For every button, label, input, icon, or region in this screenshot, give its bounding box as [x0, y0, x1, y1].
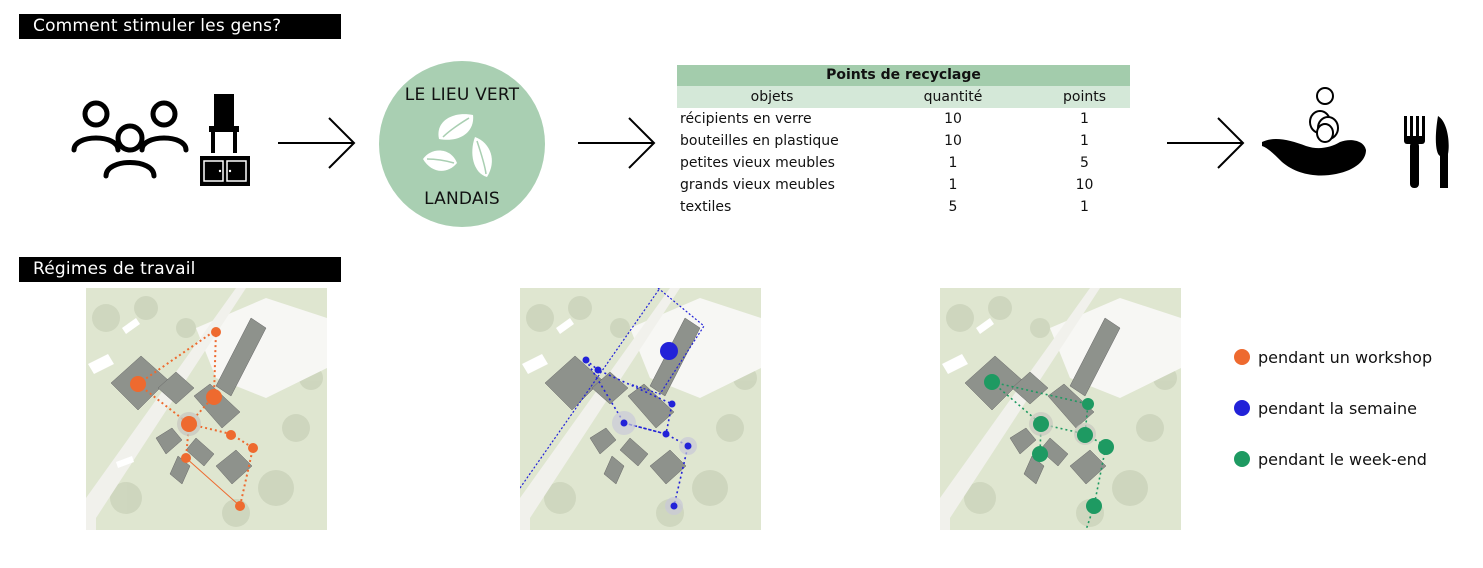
lieu-vert-circle: LE LIEU VERT LANDAIS: [379, 61, 545, 227]
table-cell-object: grands vieux meubles: [680, 177, 835, 193]
table-row: récipients en verre 10 1: [677, 108, 1130, 130]
legend-item-week: pendant la semaine: [1234, 398, 1417, 418]
people-icon: [70, 98, 192, 186]
site-map-weekend: [940, 288, 1181, 530]
table-cell-quantity: 5: [948, 199, 958, 215]
circle-title-line1: LE LIEU VERT: [404, 85, 520, 105]
arrow-right-icon: [576, 116, 658, 174]
table-row: petites vieux meubles 1 5: [677, 152, 1130, 174]
cutlery-icon: [1402, 114, 1450, 194]
table-header-row: objets quantité points: [677, 86, 1130, 108]
recycling-points-table: Points de recyclage objets quantité poin…: [677, 65, 1130, 218]
coin-hand-icon: [1260, 86, 1370, 184]
arrow-right-icon: [1165, 116, 1247, 174]
legend-label-weekend: pendant le week-end: [1258, 449, 1427, 469]
circle-title-line2: LANDAIS: [424, 189, 500, 209]
table-cell-quantity: 1: [948, 155, 958, 171]
table-cell-points: 1: [1080, 111, 1089, 127]
table-header-quantite: quantité: [923, 89, 983, 105]
table-title: Points de recyclage: [677, 65, 1130, 86]
table-cell-quantity: 1: [948, 177, 958, 193]
arrow-right-icon: [276, 116, 358, 174]
table-row: grands vieux meubles 1 10: [677, 174, 1130, 196]
table-cell-quantity: 10: [944, 133, 962, 149]
legend-label-workshop: pendant un workshop: [1258, 347, 1433, 367]
table-cell-object: textiles: [680, 199, 732, 215]
table-cell-object: bouteilles en plastique: [680, 133, 839, 149]
table-cell-quantity: 10: [944, 111, 962, 127]
legend-item-weekend: pendant le week-end: [1234, 449, 1427, 469]
table-cell-points: 1: [1080, 133, 1089, 149]
table-cell-points: 1: [1080, 199, 1089, 215]
legend-label-week: pendant la semaine: [1258, 398, 1417, 418]
chair-icon: [206, 93, 242, 159]
table-cell-points: 10: [1075, 177, 1094, 193]
table-cell-points: 5: [1080, 155, 1089, 171]
table-header-objets: objets: [750, 89, 794, 105]
legend-dot-weekend: [1234, 451, 1250, 467]
section-title-stimulate: Comment stimuler les gens?: [19, 14, 341, 39]
table-cell-object: récipients en verre: [680, 111, 812, 127]
recycle-leaf-icon: [417, 109, 507, 189]
table-row: bouteilles en plastique 10 1: [677, 130, 1130, 152]
site-map-workshop: [86, 288, 327, 530]
legend-dot-week: [1234, 400, 1250, 416]
table-header-points: points: [1063, 89, 1106, 105]
table-row: textiles 5 1: [677, 196, 1130, 218]
legend-dot-workshop: [1234, 349, 1250, 365]
section-title-work-regimes: Régimes de travail: [19, 257, 341, 282]
cabinet-icon: [199, 155, 251, 193]
site-map-week: [520, 288, 761, 530]
table-cell-object: petites vieux meubles: [680, 155, 835, 171]
legend-item-workshop: pendant un workshop: [1234, 347, 1432, 367]
